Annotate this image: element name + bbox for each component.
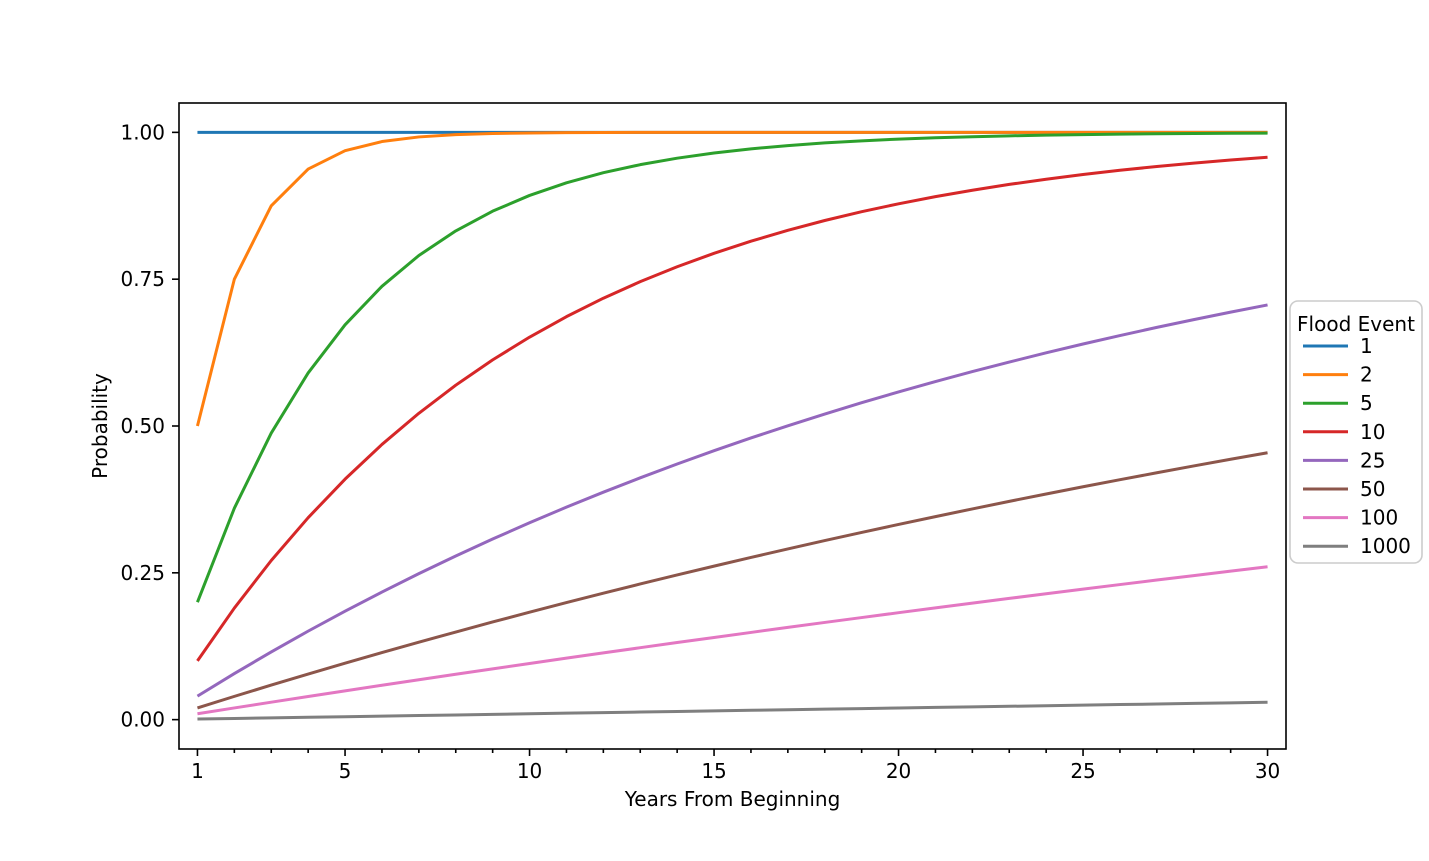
legend-entry-label-25: 25 (1360, 448, 1385, 472)
legend-entry: 2 (1303, 363, 1373, 387)
y-tick-label: 1.00 (120, 120, 165, 144)
x-tick-label: 10 (517, 759, 542, 783)
legend-title: Flood Event (1297, 312, 1415, 336)
legend-entry: 100 (1303, 506, 1398, 530)
y-tick-label: 0.25 (120, 561, 165, 585)
series-line-25 (196, 303, 1268, 698)
y-tick-label: 0.75 (120, 267, 165, 291)
series-line-1000 (197, 700, 1268, 721)
plot-area: 1 5 10 15 20 25 300.000.250.500.751.00 (120, 102, 1287, 783)
legend-entry-label-5: 5 (1360, 391, 1373, 415)
series-line-2 (195, 130, 1268, 427)
legend-entry: 25 (1303, 448, 1385, 472)
legend-entry-label-100: 100 (1360, 506, 1398, 530)
legend-entry: 50 (1303, 477, 1385, 501)
legend-frame (1289, 300, 1423, 564)
y-tick-label: 0.00 (120, 708, 165, 732)
legend-entry: 10 (1303, 420, 1385, 444)
series-line-50 (197, 451, 1268, 710)
x-tick-label: 30 (1255, 759, 1280, 783)
x-tick-label: 25 (1070, 759, 1095, 783)
series-line-100 (197, 565, 1268, 716)
x-tick-label: 15 (701, 759, 726, 783)
series-line-5 (196, 131, 1268, 603)
legend-entry-label-2: 2 (1360, 363, 1373, 387)
y-tick-label: 0.50 (120, 414, 165, 438)
legend-entry-label-1: 1 (1360, 334, 1373, 358)
series-line-10 (196, 155, 1268, 662)
legend-entry-label-10: 10 (1360, 420, 1385, 444)
x-tick-label: 20 (886, 759, 911, 783)
legend-entry: 1 (1303, 334, 1373, 358)
x-axis-label: Years From Beginning (624, 787, 841, 811)
plot-border (178, 102, 1287, 750)
legend-entry-label-50: 50 (1360, 477, 1385, 501)
legend-entry: 1000 (1303, 534, 1411, 558)
x-tick-label: 5 (339, 759, 352, 783)
legend-entry-label-1000: 1000 (1360, 534, 1411, 558)
legend-entry: 5 (1303, 391, 1373, 415)
y-axis-label: Probability (88, 373, 112, 479)
x-tick-label: 1 (191, 759, 204, 783)
